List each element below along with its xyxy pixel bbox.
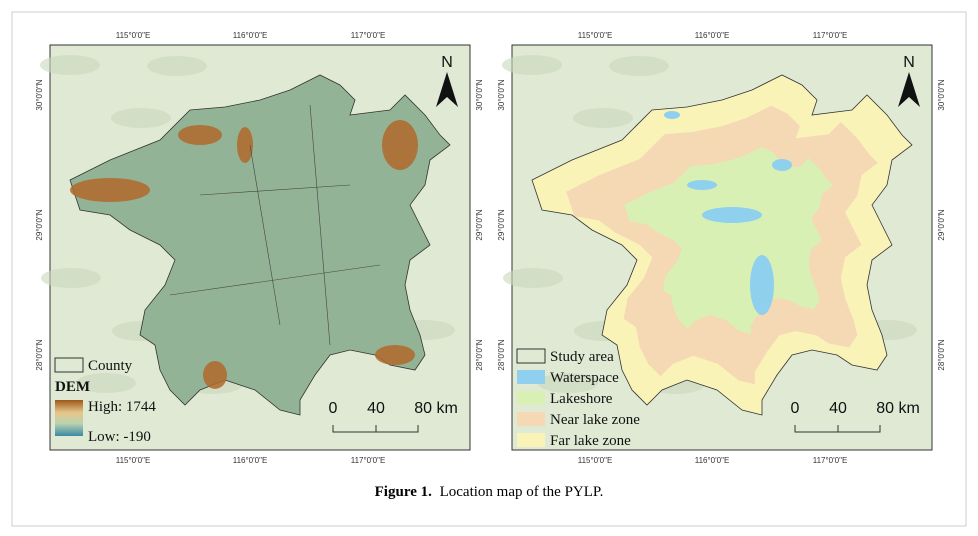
- legend-label: High: 1744: [88, 399, 156, 415]
- waterspace: [702, 207, 762, 223]
- waterspace: [772, 159, 792, 171]
- scale-label: 80 km: [876, 400, 920, 417]
- map-panel: 115°0'0"E 115°0'0"E 116°0'0"E 116°0'0"E 117°…: [497, 31, 946, 465]
- north-arrow: [898, 72, 920, 107]
- study-area: [69, 74, 451, 416]
- longitude-label: 116°0'0"E: [233, 31, 268, 40]
- scale-label: 40: [829, 400, 847, 417]
- latitude-label: 28°0'0"N: [35, 339, 44, 370]
- latitude-label: 29°0'0"N: [937, 209, 946, 240]
- waterspace: [664, 111, 680, 119]
- legend-title: DEM: [55, 379, 90, 395]
- longitude-label: 115°0'0"E: [116, 456, 151, 465]
- scale-label: 0: [329, 400, 338, 417]
- legend-label: Near lake zone: [550, 412, 640, 428]
- caption-label: Figure 1.: [375, 484, 432, 500]
- north-label: N: [441, 54, 453, 71]
- terrain-texture: [147, 56, 207, 76]
- legend-swatch: [517, 412, 545, 426]
- map-panel: 115°0'0"E 115°0'0"E 116°0'0"E 116°0'0"E 117°…: [35, 31, 484, 465]
- terrain-texture: [573, 108, 633, 128]
- legend-swatch: [516, 348, 546, 364]
- latitude-label: 30°0'0"N: [937, 79, 946, 110]
- terrain-texture: [40, 55, 100, 75]
- terrain-texture: [76, 373, 136, 393]
- waterspace: [687, 180, 717, 190]
- caption-text: Location map of the PYLP.: [440, 484, 604, 500]
- legend-label: Lakeshore: [550, 391, 613, 407]
- longitude-label: 117°0'0"E: [813, 31, 848, 40]
- legend-swatch: [54, 357, 84, 373]
- waterspace: [750, 255, 774, 315]
- legend-swatch: [517, 433, 545, 447]
- latitude-label: 29°0'0"N: [475, 209, 484, 240]
- longitude-label: 115°0'0"E: [578, 31, 613, 40]
- scale-label: 40: [367, 400, 385, 417]
- latitude-label: 29°0'0"N: [35, 209, 44, 240]
- latitude-label: 30°0'0"N: [475, 79, 484, 110]
- legend-label: Waterspace: [550, 370, 619, 386]
- longitude-label: 117°0'0"E: [351, 31, 386, 40]
- county-boundary: [169, 264, 381, 296]
- highland: [237, 127, 253, 163]
- lakeshore: [624, 147, 834, 334]
- longitude-label: 116°0'0"E: [233, 456, 268, 465]
- scale-label: 0: [791, 400, 800, 417]
- latitude-label: 29°0'0"N: [497, 209, 506, 240]
- north-arrow: [436, 72, 458, 107]
- legend-swatch: [517, 391, 545, 405]
- terrain-texture: [502, 55, 562, 75]
- dem-ramp: [55, 400, 83, 436]
- latitude-label: 30°0'0"N: [497, 79, 506, 110]
- highland: [375, 345, 415, 365]
- latitude-label: 28°0'0"N: [497, 339, 506, 370]
- latitude-label: 28°0'0"N: [475, 339, 484, 370]
- longitude-label: 115°0'0"E: [116, 31, 151, 40]
- latitude-label: 28°0'0"N: [937, 339, 946, 370]
- terrain-texture: [111, 108, 171, 128]
- terrain-texture: [41, 268, 101, 288]
- highland: [382, 120, 418, 170]
- highland: [70, 178, 150, 202]
- terrain-texture: [538, 373, 598, 393]
- terrain-texture: [609, 56, 669, 76]
- county-boundary: [309, 104, 331, 346]
- caption: Figure 1. Location map of the PYLP.: [375, 484, 604, 500]
- longitude-label: 115°0'0"E: [578, 456, 613, 465]
- legend-label: Study area: [550, 349, 614, 365]
- maps: 115°0'0"E 115°0'0"E 116°0'0"E 116°0'0"E 117°…: [35, 31, 946, 465]
- county-boundary: [249, 144, 281, 326]
- county-boundary: [199, 184, 351, 196]
- longitude-label: 116°0'0"E: [695, 456, 730, 465]
- highland: [203, 361, 227, 389]
- latitude-label: 30°0'0"N: [35, 79, 44, 110]
- longitude-label: 116°0'0"E: [695, 31, 730, 40]
- north-label: N: [903, 54, 915, 71]
- legend-label: Low: -190: [88, 429, 151, 445]
- terrain-texture: [503, 268, 563, 288]
- legend-label: Far lake zone: [550, 433, 631, 449]
- scale-label: 80 km: [414, 400, 458, 417]
- legend-label: County: [88, 358, 133, 374]
- longitude-label: 117°0'0"E: [813, 456, 848, 465]
- legend-swatch: [517, 370, 545, 384]
- highland: [178, 125, 222, 145]
- longitude-label: 117°0'0"E: [351, 456, 386, 465]
